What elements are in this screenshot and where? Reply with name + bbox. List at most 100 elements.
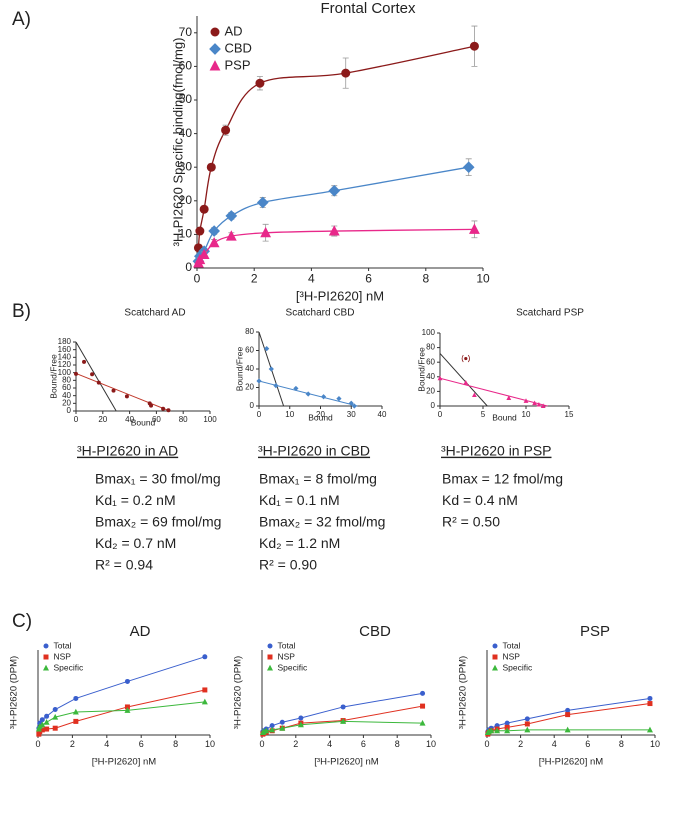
data-point — [201, 698, 208, 705]
data-point — [202, 654, 208, 660]
data-point — [199, 204, 209, 214]
y-tick-label: 180 — [58, 337, 72, 346]
x-tick-label: 10 — [522, 410, 531, 419]
x-tick-label: 10 — [650, 739, 660, 749]
data-point — [225, 210, 238, 222]
legend-label: NSP — [503, 651, 521, 661]
y-tick-label: 20 — [179, 193, 193, 207]
x-tick-label: 4 — [552, 739, 557, 749]
data-point — [73, 718, 79, 724]
data-point — [523, 398, 529, 403]
data-point — [39, 727, 45, 733]
x-tick-label: 2 — [70, 739, 75, 749]
legend-marker — [210, 27, 220, 37]
x-tick-label: 5 — [481, 410, 486, 419]
data-point — [298, 715, 304, 721]
excluded-bracket — [461, 354, 470, 363]
x-tick-label: 20 — [98, 415, 107, 424]
legend-marker — [43, 643, 49, 649]
data-point — [208, 236, 220, 248]
panel-label: C) — [12, 611, 32, 632]
data-point — [166, 408, 171, 413]
data-point — [564, 726, 571, 733]
result-line: R² = 0.90 — [259, 557, 317, 573]
data-point — [647, 701, 653, 707]
data-point — [124, 678, 130, 684]
data-point — [96, 380, 101, 385]
legend-marker — [492, 654, 498, 660]
x-tick-label: 40 — [125, 415, 134, 424]
data-point — [256, 196, 269, 209]
data-point — [305, 391, 311, 397]
x-tick-label: 8 — [395, 739, 400, 749]
legend-label: Specific — [278, 662, 309, 672]
y-axis-label: Bound/Free — [48, 354, 58, 399]
x-tick-label: 2 — [518, 739, 523, 749]
legend-marker — [43, 664, 49, 671]
y-tick-label: 120 — [58, 360, 72, 369]
fit-line — [439, 353, 488, 407]
fit-line — [75, 341, 117, 412]
data-point — [273, 383, 279, 389]
result-line: Kd = 0.4 nM — [442, 492, 518, 508]
x-axis-label: Bound — [131, 417, 156, 427]
data-point — [124, 707, 131, 713]
data-point — [524, 716, 530, 722]
series-line — [38, 689, 205, 735]
data-point — [565, 707, 571, 713]
legend-marker — [492, 664, 498, 671]
y-tick-label: 40 — [245, 364, 254, 373]
data-point — [328, 225, 340, 236]
data-point — [532, 400, 537, 406]
chart-title: Scatchard AD — [124, 308, 185, 319]
x-tick-label: 6 — [361, 739, 366, 749]
y-tick-label: 140 — [58, 352, 72, 361]
data-point — [124, 704, 130, 710]
y-tick-label: 40 — [179, 126, 193, 140]
series-line — [262, 692, 423, 732]
data-point — [472, 392, 477, 398]
y-tick-label: 40 — [62, 391, 71, 400]
chart-title: Scatchard CBD — [286, 308, 355, 319]
data-point — [208, 225, 221, 237]
x-tick-label: 100 — [203, 415, 217, 424]
y-axis-label: Bound/Free — [234, 347, 244, 392]
data-point — [524, 721, 530, 727]
y-tick-label: 70 — [179, 25, 193, 39]
data-point — [536, 401, 542, 407]
result-line: Bmax = 12 fmol/mg — [442, 471, 563, 487]
data-point — [195, 226, 205, 236]
x-axis-label: [³H-PI2620] nM — [296, 288, 384, 303]
x-tick-label: 4 — [308, 271, 315, 285]
y-tick-label: 40 — [426, 372, 435, 381]
data-point — [463, 380, 469, 385]
x-tick-label: 6 — [585, 739, 590, 749]
legend-label: Specific — [503, 662, 534, 672]
data-point — [524, 726, 531, 733]
data-point — [348, 400, 354, 406]
data-point — [263, 727, 270, 734]
data-point — [44, 726, 50, 732]
data-point — [149, 403, 154, 408]
y-tick-label: 50 — [179, 92, 193, 106]
legend-marker — [492, 643, 498, 649]
y-axis-label: Bound/Free — [416, 347, 426, 392]
data-point — [37, 729, 43, 735]
data-point — [161, 406, 166, 411]
y-tick-label: 20 — [245, 383, 254, 392]
data-point — [647, 695, 653, 701]
result-line: Bmax₂ = 69 fmol/mg — [95, 514, 221, 530]
x-tick-label: 4 — [327, 739, 332, 749]
chart-title: Scatchard PSP — [516, 308, 584, 319]
data-point — [39, 721, 46, 728]
x-axis-label: Bound — [492, 412, 517, 422]
result-line: Kd₁ = 0.1 nM — [259, 492, 340, 508]
fit-curve — [197, 166, 469, 262]
legend-marker — [267, 654, 273, 660]
data-point — [268, 366, 274, 372]
x-tick-label: 20 — [316, 410, 325, 419]
data-point — [293, 385, 299, 392]
result-line: Bmax₁ = 30 fmol/mg — [95, 471, 221, 487]
y-axis-label: ³H-PI2620 (DPM) — [233, 656, 244, 729]
